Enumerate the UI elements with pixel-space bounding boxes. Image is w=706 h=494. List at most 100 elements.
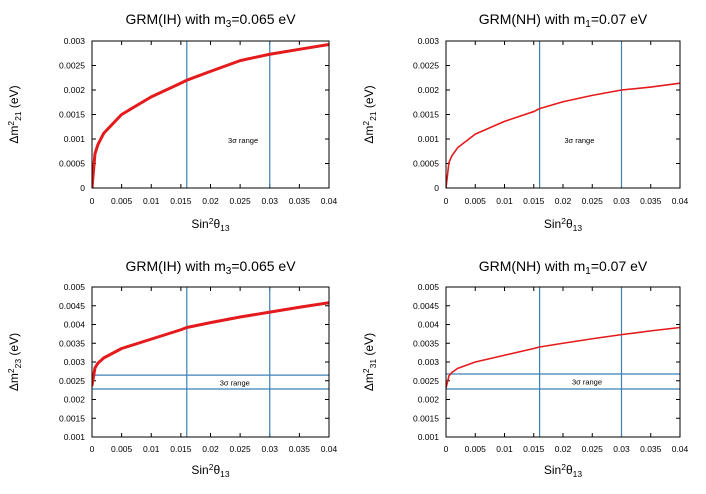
y-tick-label: 0.0025 — [59, 61, 85, 71]
chart-2: GRM(NH) with m1=0.07 eV 0 0.005 0.01 0.015 0.… — [361, 11, 689, 233]
xlabel-theta: θ — [566, 463, 573, 477]
xlabel-subscript: 13 — [220, 469, 230, 479]
title-main: GRM(IH) with m — [125, 11, 225, 27]
y-tick-label: 0.001 — [418, 134, 440, 144]
xlabel-main: Sin — [544, 217, 561, 231]
ylabel-tail: (eV) — [362, 85, 376, 111]
x-tick-label: 0.005 — [465, 444, 487, 454]
x-tick-label: 0.005 — [111, 196, 133, 206]
ylabel-superscript: 2 — [361, 121, 371, 126]
title-tail: =0.065 eV — [231, 11, 296, 27]
xlabel-theta: θ — [566, 217, 573, 231]
x-tick-label: 0.035 — [640, 196, 662, 206]
y-tick-label: 0.0015 — [59, 413, 85, 423]
y-tick-label: 0.004 — [418, 320, 440, 330]
ylabel-subscript: 21 — [13, 111, 23, 121]
y-tick-label: 0.003 — [418, 357, 440, 367]
x-tick-label: 0.035 — [289, 444, 311, 454]
range-annotation: 3σ range — [564, 136, 594, 145]
x-axis-label: Sin2θ13 — [191, 216, 229, 233]
chart-title: GRM(IH) with m3=0.065 eV — [125, 11, 296, 30]
y-tick-label: 0.0015 — [413, 110, 439, 120]
y-axis-label: Δm221 (eV) — [361, 85, 378, 143]
plot-frame — [445, 40, 681, 189]
y-tick-label: 0.0025 — [413, 376, 439, 386]
x-tick-label: 0.025 — [229, 444, 251, 454]
series-line — [446, 82, 680, 188]
x-tick-label: 0.03 — [613, 444, 630, 454]
plot-frame — [91, 40, 330, 189]
x-tick-label: 0 — [90, 196, 95, 206]
ylabel-subscript: 31 — [368, 359, 378, 369]
y-tick-label: 0.0025 — [413, 61, 439, 71]
x-tick-label: 0.015 — [523, 444, 545, 454]
ylabel-main: Δm — [362, 126, 376, 144]
x-tick-label: 0.015 — [170, 196, 192, 206]
x-tick-label: 0.01 — [496, 196, 513, 206]
xlabel-superscript: 2 — [561, 462, 566, 472]
x-tick-label: 0.01 — [143, 444, 160, 454]
range-annotation: 3σ range — [572, 378, 602, 387]
y-tick-label: 0.005 — [64, 282, 86, 292]
x-tick-label: 0.02 — [555, 444, 572, 454]
y-tick-label: 0.001 — [64, 432, 86, 442]
title-tail: =0.07 eV — [591, 11, 648, 27]
x-tick-label: 0.04 — [672, 196, 689, 206]
x-tick-label: 0.02 — [202, 196, 219, 206]
y-tick-label: 0.0035 — [59, 338, 85, 348]
y-tick-label: 0.0045 — [413, 301, 439, 311]
x-tick-label: 0.01 — [496, 444, 513, 454]
x-axis-label: Sin2θ13 — [191, 462, 229, 479]
ylabel-subscript: 23 — [13, 359, 23, 369]
ylabel-superscript: 2 — [6, 121, 16, 126]
xlabel-subscript: 13 — [220, 223, 230, 233]
range-annotation: 3σ range — [228, 136, 258, 145]
xlabel-main: Sin — [191, 463, 208, 477]
series-line — [446, 326, 680, 390]
y-axis-label: Δm221 (eV) — [6, 85, 23, 143]
x-tick-label: 0.04 — [672, 444, 689, 454]
x-tick-label: 0.01 — [143, 196, 160, 206]
ylabel-subscript: 21 — [368, 111, 378, 121]
ylabel-main: Δm — [7, 126, 21, 144]
y-tick-label: 0.004 — [64, 320, 86, 330]
xlabel-subscript: 13 — [573, 223, 583, 233]
ylabel-superscript: 2 — [361, 368, 371, 373]
y-tick-label: 0.002 — [418, 85, 440, 95]
y-tick-label: 0.005 — [418, 282, 440, 292]
y-tick-label: 0 — [80, 183, 85, 193]
xlabel-superscript: 2 — [561, 216, 566, 226]
y-tick-label: 0.0015 — [59, 110, 85, 120]
xlabel-theta: θ — [213, 217, 220, 231]
chart-4: GRM(NH) with m1=0.07 eV 0 0.005 0.01 0.015 0.… — [361, 258, 689, 479]
ylabel-main: Δm — [7, 373, 21, 391]
x-tick-label: 0.04 — [321, 196, 338, 206]
x-tick-label: 0 — [90, 444, 95, 454]
y-tick-label: 0.003 — [418, 36, 440, 46]
title-tail: =0.065 eV — [231, 258, 296, 274]
y-axis-label: Δm223 (eV) — [6, 333, 23, 391]
chart-title: GRM(NH) with m1=0.07 eV — [479, 258, 648, 277]
x-tick-label: 0 — [444, 196, 449, 206]
x-tick-label: 0.035 — [640, 444, 662, 454]
plots-group: GRM(IH) with m3=0.065 eV 0 0.005 0.01 0.015 0… — [6, 11, 689, 479]
y-tick-label: 0.002 — [64, 395, 86, 405]
xlabel-subscript: 13 — [573, 469, 583, 479]
title-subscript: 1 — [585, 19, 591, 30]
y-tick-label: 0.0005 — [413, 159, 439, 169]
x-tick-label: 0 — [444, 444, 449, 454]
title-main: GRM(NH) with m — [479, 258, 586, 274]
y-tick-label: 0.002 — [64, 85, 86, 95]
x-tick-label: 0.04 — [321, 444, 338, 454]
y-tick-label: 0 — [434, 183, 439, 193]
chart-title: GRM(IH) with m3=0.065 eV — [125, 258, 296, 277]
x-tick-label: 0.015 — [523, 196, 545, 206]
xlabel-theta: θ — [213, 463, 220, 477]
x-tick-label: 0.03 — [613, 196, 630, 206]
series-line — [92, 42, 329, 188]
y-tick-label: 0.003 — [64, 357, 86, 367]
x-axis-label: Sin2θ13 — [544, 462, 582, 479]
x-tick-label: 0.025 — [582, 196, 604, 206]
y-tick-label: 0.0015 — [413, 413, 439, 423]
